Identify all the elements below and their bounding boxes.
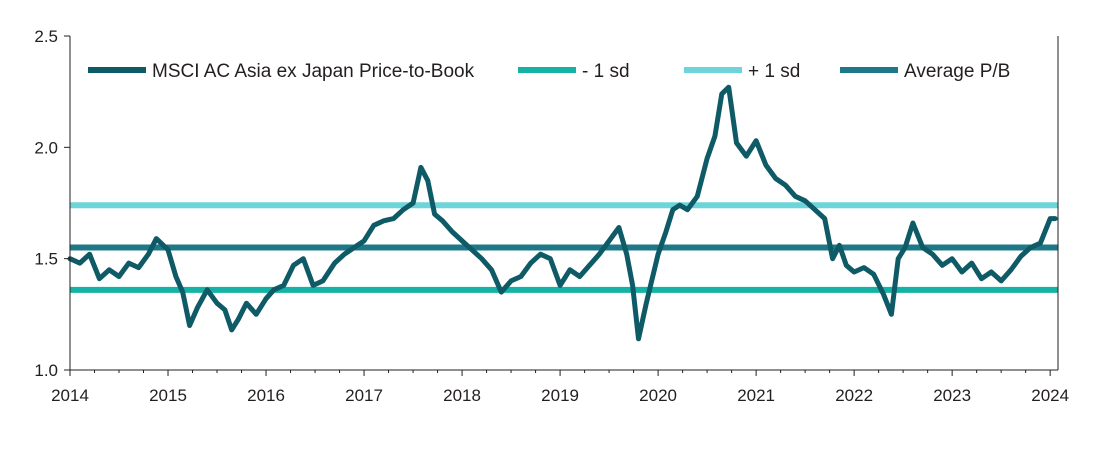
pb-series-line [67,84,1058,342]
x-tick-label: 2018 [443,386,481,405]
y-tick-labels: 1.0 1.5 2.0 2.5 [34,27,58,380]
y-tick-label: 2.0 [34,138,58,157]
legend-label-1: - 1 sd [582,61,630,82]
x-tick-label: 2019 [541,386,579,405]
x-tick-label: 2017 [345,386,383,405]
y-tick-label: 1.5 [34,250,58,269]
legend-label-2: + 1 sd [748,61,800,82]
x-tick-label: 2015 [149,386,187,405]
x-tick-label: 2016 [247,386,285,405]
data-lines [67,84,1058,342]
y-tick-label: 1.0 [34,361,58,380]
x-tick-label: 2023 [933,386,971,405]
y-tick-label: 2.5 [34,27,58,46]
legend: MSCI AC Asia ex Japan Price-to-Book - 1 s… [88,61,1010,82]
x-tick-label: 2014 [51,386,89,405]
x-tick-label: 2024 [1031,386,1069,405]
legend-label-3: Average P/B [904,61,1010,82]
x-tick-label: 2021 [737,386,775,405]
x-tick-label: 2020 [639,386,677,405]
x-tick-labels: 2014 2015 2016 2017 2018 2019 2020 2021 2022 2023… [51,386,1069,405]
legend-label-0: MSCI AC Asia ex Japan Price-to-Book [152,61,475,82]
axes [69,36,1059,371]
tick-marks [64,35,1051,376]
x-tick-label: 2022 [835,386,873,405]
